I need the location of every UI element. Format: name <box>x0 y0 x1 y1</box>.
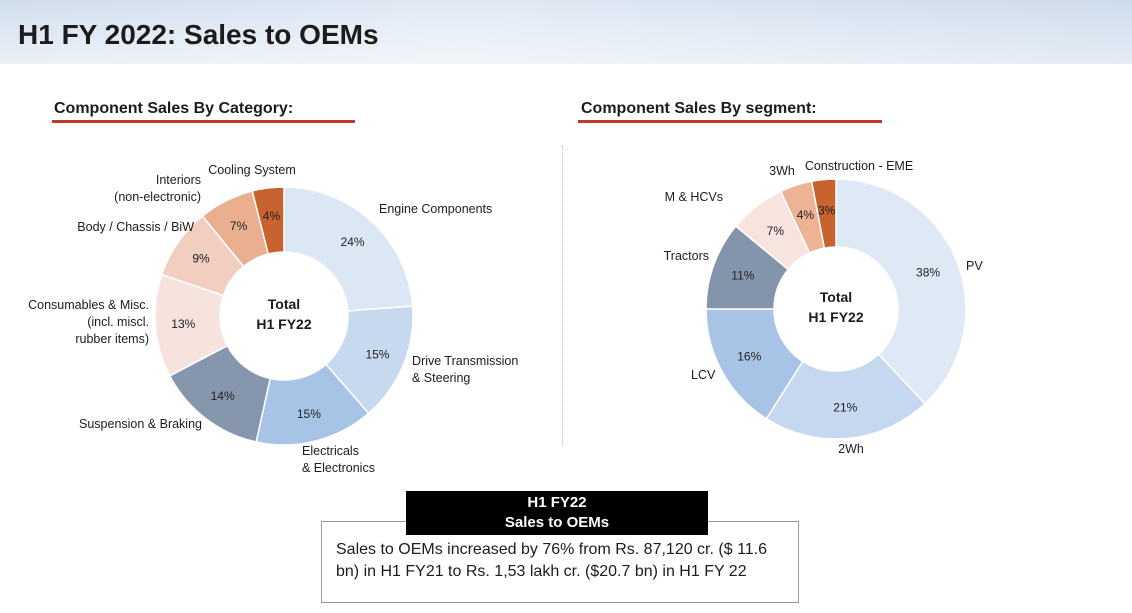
category-slice-value-label-2: 15% <box>297 407 321 421</box>
category-slice-label-4: Consumables & Misc. (incl. miscl. rubber i… <box>28 298 149 346</box>
category-slice-0 <box>283 186 414 312</box>
segment-slice-label-6: Construction - EME <box>805 159 913 173</box>
segment-slice-value-label-2: 16% <box>737 350 761 364</box>
segment-slice-value-label-5: 4% <box>797 208 815 222</box>
segment-donut-hole <box>775 248 897 370</box>
segment-slice-label-0: PV <box>966 259 983 273</box>
category-slice-label-1: Drive Transmission & Steering <box>412 354 518 385</box>
category-title-underline <box>52 120 355 123</box>
segment-slice-value-label-4: 7% <box>767 224 785 238</box>
category-donut-chart: 24% Engine Components 15% Drive Transmissio… <box>28 163 518 475</box>
summary-text: Sales to OEMs increased by 76% from Rs. … <box>336 541 768 580</box>
segment-slice-1 <box>765 353 927 440</box>
segment-slice-0 <box>835 178 967 405</box>
segment-slice-6 <box>810 178 837 249</box>
category-slice-value-label-4: 13% <box>171 317 195 331</box>
summary-header-period: H1 FY22 <box>527 494 587 511</box>
segment-slice-value-label-6: 3% <box>818 203 836 217</box>
category-center-label-0: Total <box>268 296 300 312</box>
segment-slice-label-2: LCV <box>691 368 716 382</box>
title-banner <box>0 0 1132 64</box>
segment-center-label-1: H1 FY22 <box>808 309 863 325</box>
category-slice-label-6: Interiors (non-electronic) <box>114 173 201 204</box>
category-slice-value-label-1: 15% <box>365 347 389 361</box>
segment-title-underline <box>578 120 882 123</box>
category-center-label-1: H1 FY22 <box>256 316 311 332</box>
category-slice-value-label-6: 7% <box>230 219 248 233</box>
page-title: H1 FY 2022: Sales to OEMs <box>18 19 379 50</box>
category-slice-7 <box>251 186 285 255</box>
segment-slice-value-label-3: 11% <box>731 268 754 282</box>
segment-section-title: Component Sales By segment: <box>581 100 817 117</box>
category-slice-value-label-5: 9% <box>192 251 210 265</box>
category-slice-value-label-0: 24% <box>341 235 365 249</box>
segment-slice-label-1: 2Wh <box>838 442 864 456</box>
category-slice-value-label-3: 14% <box>211 389 235 403</box>
category-slice-label-7: Cooling System <box>208 163 296 177</box>
segment-center-label-0: Total <box>820 289 852 305</box>
segment-slice-label-3: Tractors <box>664 249 709 263</box>
summary-header: H1 FY22 Sales to OEMs <box>406 491 708 535</box>
segment-donut-chart: 38% PV 21% 2Wh 16% LCV 11% Tractors 7% M & HCVs 4%… <box>664 159 984 456</box>
summary-header-label: Sales to OEMs <box>504 514 610 531</box>
category-donut-hole <box>221 253 347 379</box>
category-slice-label-5: Body / Chassis / BiW <box>77 220 194 234</box>
category-slice-label-3: Suspension & Braking <box>79 417 202 431</box>
segment-slice-label-4: M & HCVs <box>665 190 723 204</box>
category-section-title: Component Sales By Category: <box>54 100 294 117</box>
category-slice-label-0: Engine Components <box>379 202 492 216</box>
section-divider <box>562 145 563 445</box>
segment-slice-label-5: 3Wh <box>769 164 795 178</box>
segment-slice-value-label-0: 38% <box>916 266 940 280</box>
category-slice-label-2: Electricals & Electronics <box>302 444 375 475</box>
category-slice-value-label-7: 4% <box>263 209 281 223</box>
segment-slice-value-label-1: 21% <box>833 401 857 415</box>
